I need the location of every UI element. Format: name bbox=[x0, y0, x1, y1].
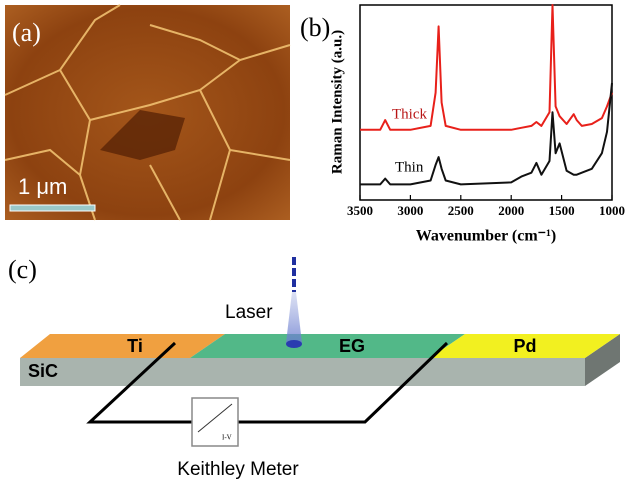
contact-label: EG bbox=[339, 336, 365, 356]
figure: (a) 1 μm (b) Wavenumber (cm⁻¹) Raman Int… bbox=[0, 0, 629, 491]
panel-label: (a) bbox=[12, 18, 41, 47]
laser-label: Laser bbox=[225, 302, 273, 323]
x-tick-label: 2000 bbox=[498, 203, 524, 218]
series-label: Thick bbox=[392, 106, 427, 122]
scale-bar bbox=[10, 205, 95, 211]
x-axis-label: Wavenumber (cm⁻¹) bbox=[416, 228, 556, 245]
laser-spot bbox=[286, 340, 302, 348]
panel-c: (c) Ti EG Pd SiC Laser I-V Keithley Mete… bbox=[8, 255, 620, 480]
contact-label: Ti bbox=[127, 336, 143, 356]
meter-label: I-V bbox=[222, 434, 232, 442]
substrate-label: SiC bbox=[28, 361, 58, 381]
x-tick-label: 1000 bbox=[599, 203, 625, 218]
panel-label: (b) bbox=[300, 13, 330, 42]
substrate-front bbox=[20, 358, 585, 386]
y-axis-label: Raman Intensity (a.u.) bbox=[329, 30, 345, 174]
eg-channel bbox=[190, 334, 465, 358]
series-label: Thin bbox=[395, 159, 424, 175]
laser-beam bbox=[286, 292, 302, 343]
panel-label: (c) bbox=[8, 255, 37, 284]
x-tick-label: 2500 bbox=[448, 203, 474, 218]
scale-bar-label: 1 μm bbox=[18, 174, 67, 199]
panel-a: (a) 1 μm bbox=[5, 5, 290, 220]
meter-caption: Keithley Meter bbox=[177, 459, 299, 480]
contact-label: Pd bbox=[513, 336, 536, 356]
x-tick-label: 1500 bbox=[549, 203, 575, 218]
x-tick-label: 3500 bbox=[347, 203, 373, 218]
x-tick-label: 3000 bbox=[397, 203, 423, 218]
panel-b: (b) Wavenumber (cm⁻¹) Raman Intensity (a… bbox=[300, 5, 625, 245]
ti-contact bbox=[20, 334, 225, 358]
